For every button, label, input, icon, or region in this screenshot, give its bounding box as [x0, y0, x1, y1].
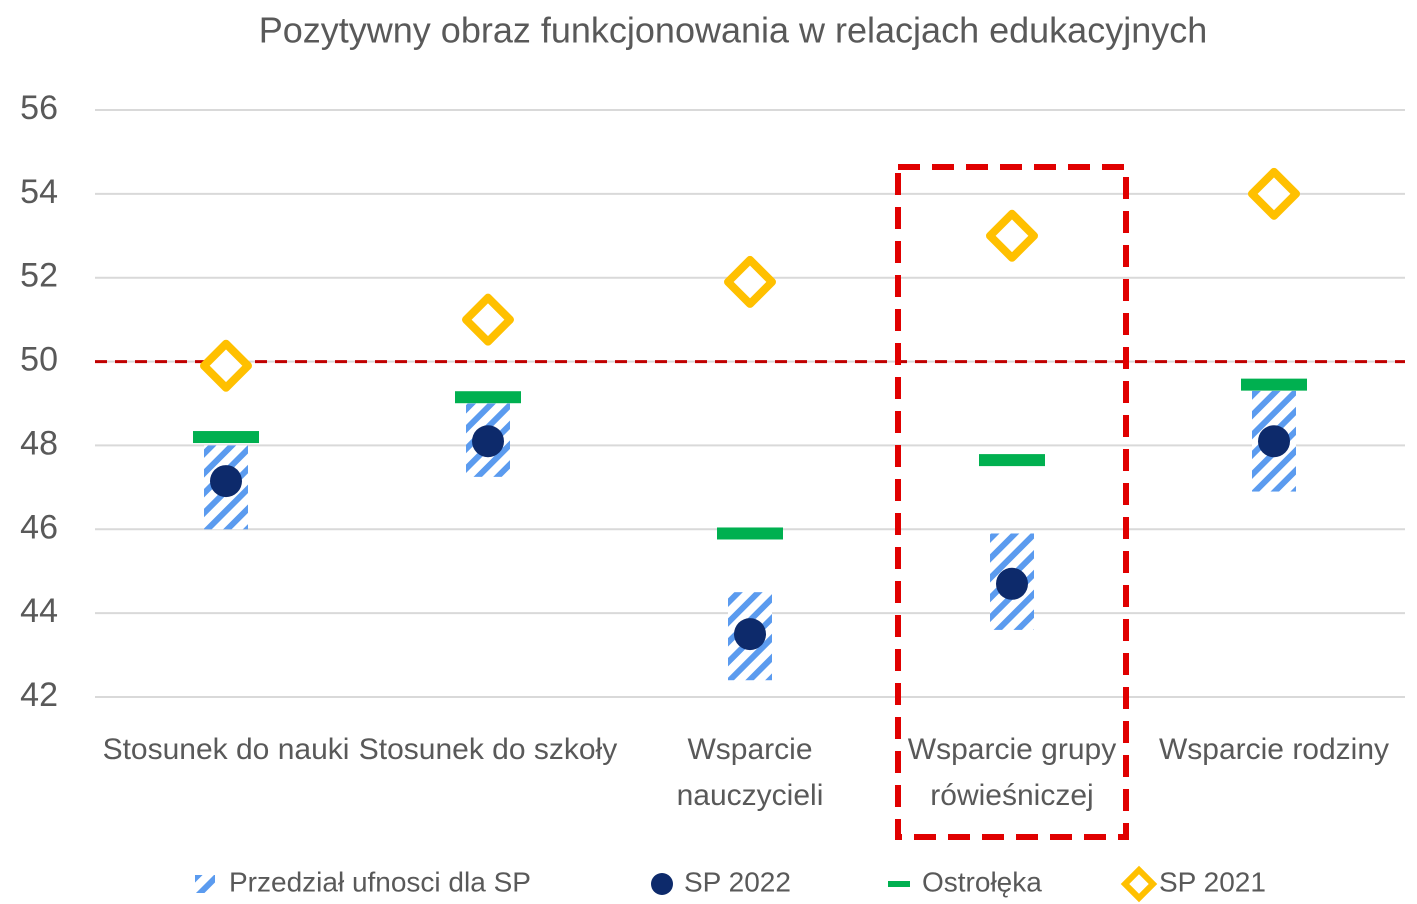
y-tick-label: 50: [20, 341, 58, 379]
y-tick-label: 48: [20, 424, 58, 462]
local-mark: [717, 527, 783, 540]
highlight-box: [895, 164, 1129, 840]
legend-label: Przedział ufnosci dla SP: [229, 866, 531, 897]
legend-swatch: [195, 875, 215, 893]
x-tick-label: Wsparcie nauczycieli: [676, 733, 824, 812]
dot: [210, 465, 242, 498]
dot: [734, 618, 766, 651]
legend-swatch: [1120, 865, 1158, 903]
dot: [996, 567, 1028, 600]
x-tick-label: Wsparcie rodziny: [1158, 733, 1390, 766]
chart-title: Pozytywny obraz funkcjonowania w relacja…: [259, 10, 1207, 51]
diamond: [724, 255, 776, 308]
y-tick-label: 44: [20, 592, 58, 630]
legend-label: SP 2021: [1159, 866, 1266, 897]
local-mark: [193, 431, 259, 444]
legend-label: SP 2022: [684, 866, 791, 897]
x-tick-label: Stosunek do nauki: [102, 733, 350, 766]
dot: [1258, 425, 1290, 458]
diamond: [986, 209, 1038, 262]
dot: [472, 425, 504, 458]
legend-swatch: [888, 881, 910, 887]
y-tick-label: 56: [20, 89, 58, 127]
local-mark: [455, 391, 521, 404]
local-mark: [979, 454, 1045, 467]
x-tick-label: Stosunek do szkoły: [358, 733, 618, 766]
y-tick-label: 42: [20, 676, 58, 714]
diamond: [1248, 167, 1300, 220]
legend-label: Ostrołęka: [922, 866, 1042, 897]
x-tick-label: Wsparcie grupy rówieśniczej: [907, 733, 1117, 812]
y-tick-label: 46: [20, 508, 58, 546]
legend-swatch: [651, 873, 673, 895]
y-tick-label: 54: [20, 173, 58, 211]
local-mark: [1241, 378, 1307, 391]
diamond: [462, 293, 514, 346]
diamond: [200, 339, 252, 392]
y-tick-label: 52: [20, 257, 58, 295]
